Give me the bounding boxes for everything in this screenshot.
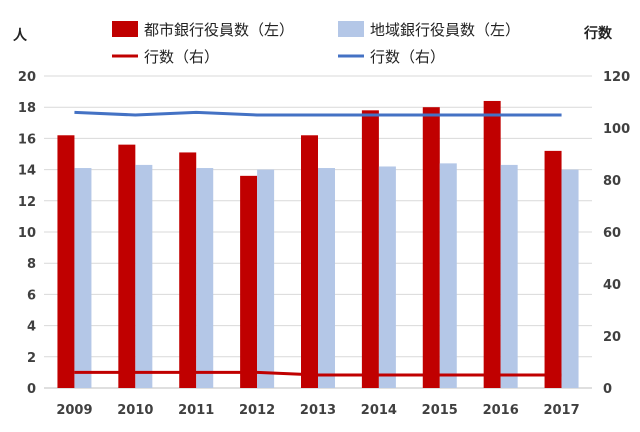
y-right-tick-label: 80 (603, 174, 621, 189)
y-right-tick-label: 120 (603, 70, 630, 85)
x-tick-label: 2016 (483, 403, 519, 418)
y-left-tick-label: 2 (27, 351, 36, 366)
bar (378, 166, 396, 388)
bar (179, 152, 197, 388)
bars (57, 100, 579, 389)
bar (422, 107, 440, 388)
y-left-tick-label: 12 (18, 195, 36, 210)
y-left-tick-label: 6 (27, 288, 36, 303)
legend-swatch (338, 21, 364, 37)
bar (118, 144, 136, 388)
x-tick-label: 2015 (422, 403, 458, 418)
y-right-tick-label: 100 (603, 122, 630, 137)
y-left-tick-label: 4 (27, 320, 36, 335)
bar (544, 150, 562, 388)
y-left-tick-label: 18 (18, 101, 36, 116)
x-tick-label: 2010 (117, 403, 153, 418)
bar (240, 175, 258, 388)
legend: 都市銀行役員数（左） 地域銀行役員数（左） 行数（右） 行数（右） (112, 21, 520, 66)
y-right-tick-label: 40 (603, 278, 621, 293)
bar (439, 163, 457, 388)
y-left-axis-label: 人 (13, 27, 28, 44)
y-left-tick-label: 10 (18, 226, 36, 241)
bar (196, 168, 214, 388)
y-left-tick-label: 16 (18, 132, 36, 147)
bar (257, 169, 275, 388)
x-tick-label: 2017 (543, 403, 579, 418)
y-right-axis-label: 行数 (583, 25, 613, 42)
legend-label: 行数（右） (370, 48, 445, 66)
bar (361, 110, 379, 388)
legend-swatch (112, 21, 138, 37)
y-left-tick-label: 8 (27, 257, 36, 272)
bar (318, 168, 335, 388)
y-right-tick-label: 20 (603, 330, 621, 345)
bar (561, 169, 579, 388)
bar (483, 100, 501, 389)
y-left-tick-label: 0 (27, 382, 36, 397)
x-tick-label: 2012 (239, 403, 275, 418)
bar (500, 164, 518, 388)
lines (74, 110, 562, 377)
legend-label: 行数（右） (144, 48, 219, 66)
y-left-tick-label: 20 (18, 70, 36, 85)
x-tick-label: 2014 (361, 403, 397, 418)
x-tick-label: 2013 (300, 403, 336, 418)
series-line (74, 370, 562, 377)
y-left-tick-label: 14 (18, 164, 36, 179)
bar (57, 135, 75, 388)
bar (301, 135, 318, 388)
bar (74, 168, 92, 388)
series-line (74, 110, 562, 117)
y-right-tick-label: 0 (603, 382, 612, 397)
tick-labels: 0 2 4 6 8 10 12 14 16 18 20 0 20 40 60 80 100 120 2009 2010… (18, 70, 630, 418)
x-tick-label: 2011 (178, 403, 214, 418)
legend-label: 地域銀行役員数（左） (370, 21, 520, 39)
bar (135, 164, 153, 388)
y-right-tick-label: 60 (603, 226, 621, 241)
x-tick-label: 2009 (56, 403, 92, 418)
legend-label: 都市銀行役員数（左） (144, 21, 294, 39)
